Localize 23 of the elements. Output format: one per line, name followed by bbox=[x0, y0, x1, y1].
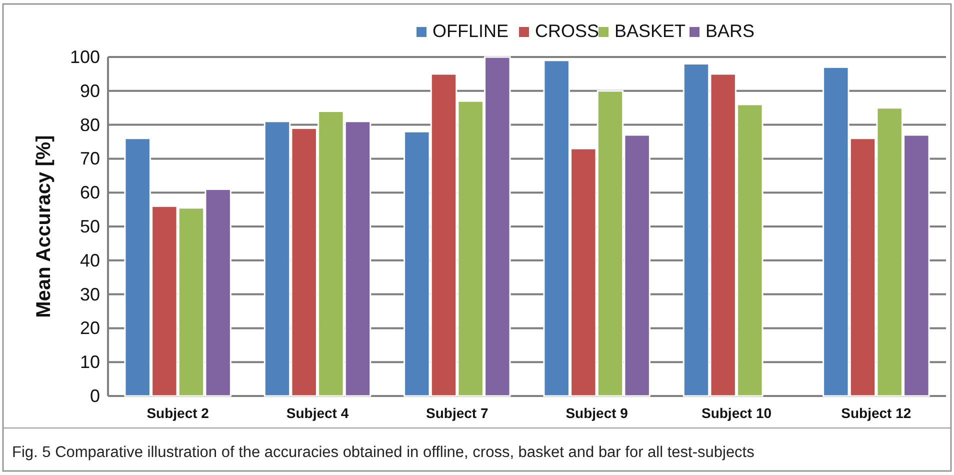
x-tick-label: Subject 7 bbox=[426, 405, 488, 421]
y-tick-label: 40 bbox=[80, 250, 100, 270]
x-tick-label: Subject 9 bbox=[566, 405, 628, 421]
x-tick-label: Subject 10 bbox=[701, 405, 772, 421]
legend-label: BASKET bbox=[614, 21, 686, 41]
y-tick-label: 10 bbox=[80, 352, 100, 372]
y-tick-label: 90 bbox=[80, 80, 100, 101]
legend-label: OFFLINE bbox=[432, 21, 509, 41]
y-tick-label: 30 bbox=[80, 284, 100, 304]
x-tick-label: Subject 2 bbox=[146, 405, 210, 421]
y-tick-label: 20 bbox=[80, 318, 100, 338]
x-tick-label: Subject 12 bbox=[841, 405, 912, 421]
y-tick-label: 60 bbox=[80, 182, 100, 203]
y-tick-label: 50 bbox=[80, 216, 100, 236]
y-tick-label: 70 bbox=[80, 148, 100, 169]
y-axis-title: Mean Accuracy [%] bbox=[33, 135, 55, 318]
x-tick-label: Subject 4 bbox=[286, 405, 349, 421]
y-tick-label: 80 bbox=[80, 114, 100, 135]
y-tick-label: 0 bbox=[90, 386, 100, 406]
legend-label: BARS bbox=[706, 21, 755, 41]
caption: Fig. 5 Comparative illustration of the accuracies obtained in offline, cross, basket and bar for all test-subjects bbox=[12, 444, 755, 461]
legend-label: CROSS bbox=[535, 21, 600, 41]
y-tick-label: 100 bbox=[70, 47, 100, 67]
